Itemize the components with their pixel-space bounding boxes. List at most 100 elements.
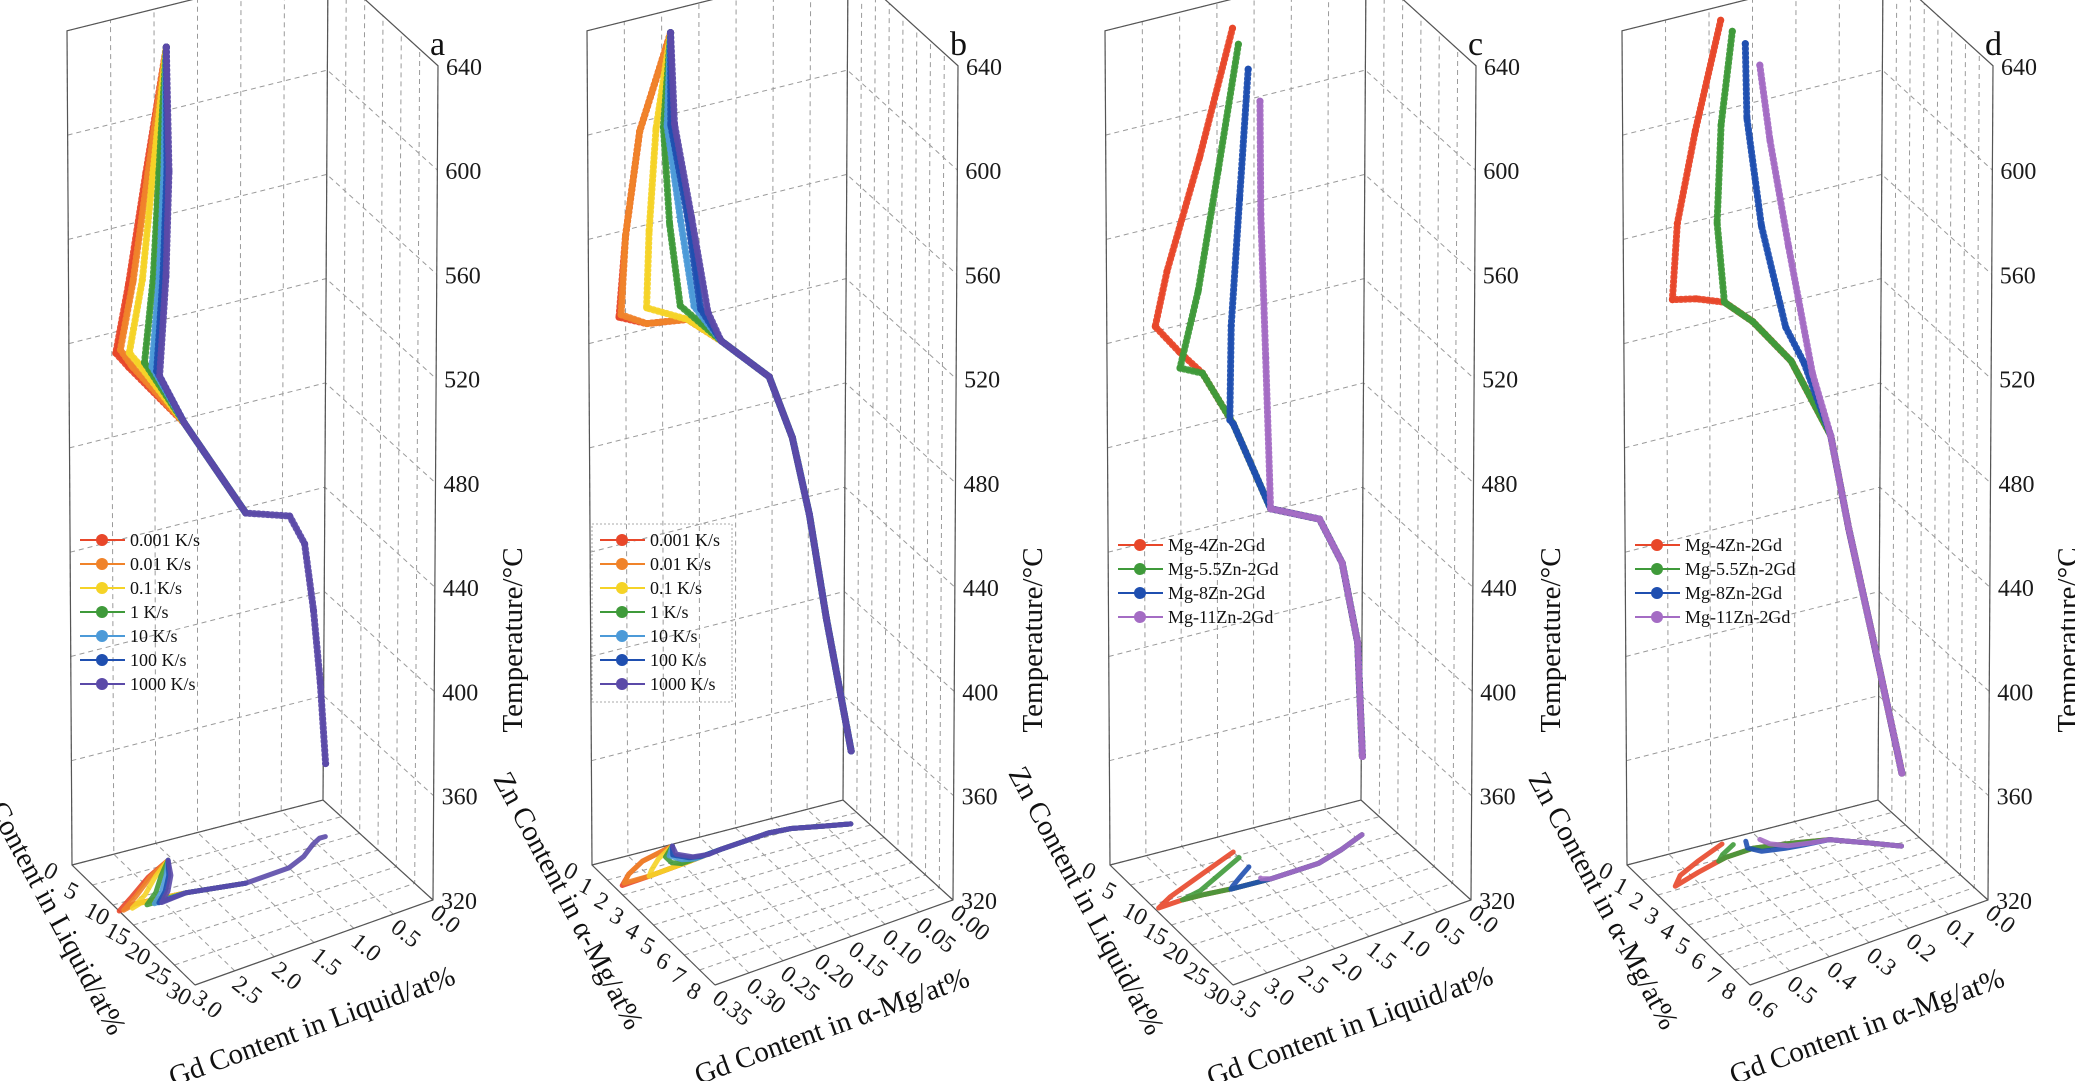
temperature-tick-label: 320 bbox=[1996, 889, 2032, 915]
gridline-temperature bbox=[1626, 695, 1989, 797]
series-line-6 bbox=[667, 29, 855, 755]
zn-axis-title: Zn Content in Liquid/at% bbox=[0, 761, 132, 1040]
temperature-tick-label: 480 bbox=[1482, 472, 1518, 498]
temperature-axis-title: Temperature/°C bbox=[497, 547, 529, 732]
data-point bbox=[805, 510, 813, 518]
legend-label-4: 10 K/s bbox=[130, 626, 178, 646]
data-point bbox=[643, 320, 651, 328]
zn-axis-title: Zn Content in α-Mg/at% bbox=[1522, 767, 1685, 1035]
legend-label-5: 100 K/s bbox=[650, 650, 707, 670]
gd-tick-label: 0.5 bbox=[1429, 912, 1469, 951]
zn-tick-label: 6 bbox=[651, 947, 674, 976]
gd-tick-label: 0.5 bbox=[386, 914, 426, 953]
data-point bbox=[1244, 65, 1252, 73]
data-point bbox=[1728, 27, 1736, 35]
gd-tick-label: 1.0 bbox=[346, 929, 386, 968]
data-point bbox=[162, 43, 170, 51]
data-point bbox=[1673, 220, 1681, 228]
gridline-temperature bbox=[69, 382, 436, 484]
legend-marker-0 bbox=[96, 534, 108, 546]
legend-box bbox=[591, 523, 733, 703]
gridline-zn bbox=[1212, 49, 1459, 966]
gridline-zn bbox=[1626, 0, 1884, 866]
legend-marker-0 bbox=[616, 534, 628, 546]
legend-label-3: 1 K/s bbox=[650, 602, 689, 622]
gridline-gd bbox=[1324, 0, 1438, 913]
data-point bbox=[128, 363, 136, 371]
series-line-5 bbox=[667, 29, 855, 755]
temperature-tick-label: 640 bbox=[1484, 55, 1520, 81]
legend-marker-1 bbox=[1651, 563, 1663, 575]
gridline-temperature bbox=[586, 0, 959, 67]
data-point bbox=[1845, 525, 1853, 533]
panel-letter: b bbox=[950, 26, 967, 63]
data-point bbox=[1800, 359, 1808, 367]
temperature-tick-label: 440 bbox=[1481, 576, 1517, 602]
series-floor-projection-6 bbox=[159, 834, 328, 905]
data-point bbox=[1163, 267, 1171, 275]
data-point bbox=[301, 540, 309, 548]
legend-marker-3 bbox=[1134, 611, 1146, 623]
legend-label-3: Mg-11Zn-2Gd bbox=[1168, 607, 1273, 627]
data-point bbox=[165, 167, 173, 175]
legend-marker-2 bbox=[1134, 587, 1146, 599]
legend-label-2: Mg-8Zn-2Gd bbox=[1168, 583, 1265, 603]
legend-label-0: Mg-4Zn-2Gd bbox=[1685, 535, 1782, 555]
data-point bbox=[765, 373, 773, 381]
temperature-tick-label: 480 bbox=[1999, 472, 2035, 498]
temperature-tick-label: 600 bbox=[2000, 159, 2036, 185]
gd-tick-label: 0.1 bbox=[1941, 914, 1981, 953]
gridline-gd bbox=[1665, 19, 1791, 972]
legend-label-4: 10 K/s bbox=[650, 626, 698, 646]
legend-marker-5 bbox=[616, 654, 628, 666]
data-point bbox=[116, 346, 124, 354]
gridline-zn bbox=[1734, 53, 1980, 971]
temperature-tick-label: 320 bbox=[1479, 889, 1515, 915]
series-floor-projection-6 bbox=[669, 821, 854, 860]
axes-frame-floor bbox=[591, 799, 954, 901]
data-point bbox=[309, 606, 317, 614]
gridline-gd bbox=[770, 0, 886, 925]
legend-marker-1 bbox=[96, 558, 108, 570]
gridline-zn bbox=[174, 49, 421, 966]
legend-label-5: 100 K/s bbox=[130, 650, 187, 670]
gd-tick-label: 2.5 bbox=[1293, 961, 1333, 1000]
temperature-tick-label: 600 bbox=[965, 159, 1001, 185]
data-point bbox=[1227, 322, 1235, 330]
data-point bbox=[138, 275, 146, 283]
temperature-tick-label: 480 bbox=[964, 472, 1000, 498]
legend-marker-3 bbox=[96, 606, 108, 618]
temperature-tick-label: 640 bbox=[2001, 55, 2037, 81]
legend-marker-5 bbox=[96, 654, 108, 666]
temperature-tick-label: 400 bbox=[962, 680, 998, 706]
data-point bbox=[704, 308, 712, 316]
gd-tick-label: 0.5 bbox=[1782, 971, 1822, 1010]
data-point bbox=[1782, 323, 1790, 331]
legend-marker-2 bbox=[96, 582, 108, 594]
zn-tick-label: 4 bbox=[1656, 917, 1679, 946]
temperature-tick-label: 440 bbox=[1998, 576, 2034, 602]
data-point bbox=[1691, 127, 1699, 135]
gridline-zn bbox=[1688, 15, 1939, 926]
legend-marker-2 bbox=[1651, 587, 1663, 599]
series-floor-projection-2 bbox=[646, 821, 854, 879]
gridline-gd bbox=[623, 21, 750, 974]
data-point bbox=[286, 512, 294, 520]
zn-tick-label: 8 bbox=[682, 977, 705, 1006]
series-core-6 bbox=[668, 30, 853, 753]
series-core-2 bbox=[127, 45, 248, 515]
temperature-tick-label: 400 bbox=[1997, 680, 2033, 706]
gridline-gd bbox=[842, 0, 954, 901]
data-point bbox=[667, 29, 675, 37]
data-point bbox=[125, 349, 133, 357]
gd-tick-label: 0.2 bbox=[1901, 929, 1941, 968]
gd-tick-label: 2.0 bbox=[267, 957, 307, 996]
zn-tick-label: 2 bbox=[590, 887, 613, 916]
data-point bbox=[617, 311, 625, 319]
gridline-zn bbox=[92, 0, 347, 886]
gridline-zn bbox=[607, 0, 863, 881]
data-point bbox=[1262, 353, 1270, 361]
data-point bbox=[1151, 323, 1159, 331]
data-point bbox=[1214, 166, 1222, 174]
